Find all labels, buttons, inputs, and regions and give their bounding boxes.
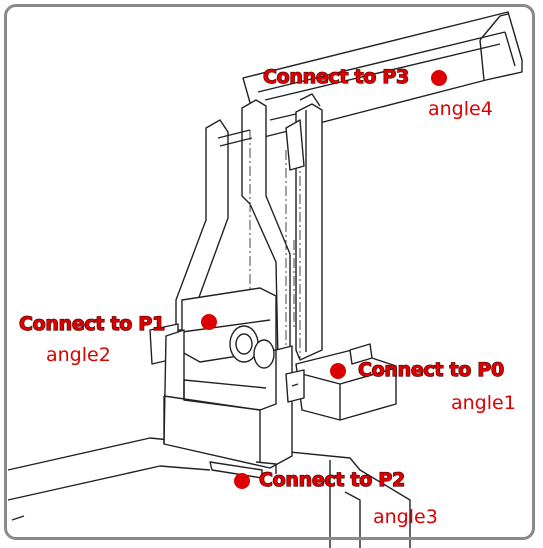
connect-p3-dot xyxy=(431,70,447,86)
right-link xyxy=(295,103,323,361)
angle4-label: angle4 xyxy=(428,98,493,120)
connect-p1-dot xyxy=(201,314,217,330)
angle1-label: angle1 xyxy=(451,392,516,414)
connect-p0-dot xyxy=(330,363,346,379)
angle2-label: angle2 xyxy=(46,344,111,366)
connect-p3-label: Connect to P3 xyxy=(262,65,409,88)
connect-p0-label: Connect to P0 xyxy=(357,358,504,381)
connect-p1-label: Connect to P1 xyxy=(18,312,165,335)
connect-p2-dot xyxy=(234,473,250,489)
image-frame xyxy=(4,4,535,540)
connect-p2-label: Connect to P2 xyxy=(258,468,405,491)
angle3-label: angle3 xyxy=(373,506,438,528)
base-platform xyxy=(7,437,411,548)
